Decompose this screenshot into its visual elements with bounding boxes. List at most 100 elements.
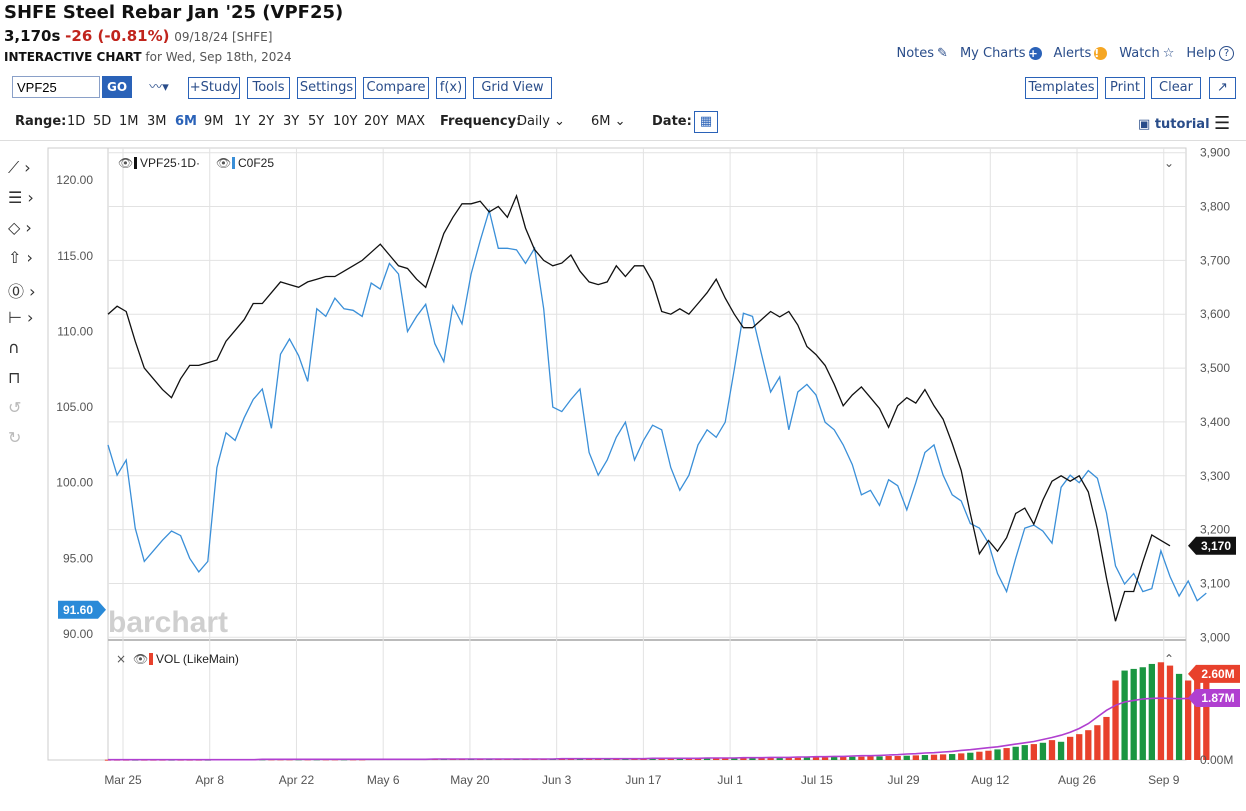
volume-bar [1057,741,1065,760]
frequency-select[interactable]: Daily ⌄ [517,114,565,129]
volume-bar [649,758,656,760]
unlock-icon[interactable]: ⊓ [8,368,21,387]
range-6m[interactable]: 6M [175,114,197,129]
range-20y[interactable]: 20Y [364,114,389,129]
vpf25-swatch [134,157,137,169]
volume-bar [1185,680,1192,760]
x-tick-label: Mar 25 [104,773,142,787]
left-tick-label: 100.00 [56,476,93,490]
x-tick-label: Aug 26 [1058,773,1096,787]
fibonacci-tool-icon[interactable]: ☰ › [8,188,34,207]
c0f25-last-label: 91.60 [63,603,93,617]
range-5d[interactable]: 5D [93,114,112,129]
volume-bar [812,757,820,760]
left-tick-label: 95.00 [63,551,93,565]
volume-bar [676,758,683,760]
question-icon: ? [1219,46,1234,61]
quote-date-exchange: 09/18/24 [SHFE] [174,30,273,44]
x-tick-label: Jul 1 [717,773,743,787]
hamburger-menu-icon[interactable]: ☰ [1214,113,1231,134]
eye-icon: 👁 [133,652,148,666]
range-10y[interactable]: 10Y [333,114,358,129]
range-1y[interactable]: 1Y [234,114,251,129]
trendline-tool-icon[interactable]: ⟋ › [8,158,31,177]
volume-bar [949,754,956,760]
range-2y[interactable]: 2Y [258,114,275,129]
tutorial-label: tutorial [1154,117,1210,132]
chart-subtitle: INTERACTIVE CHART for Wed, Sep 18th, 202… [4,50,292,64]
right-tick-label: 3,400 [1200,415,1230,429]
alerts-link[interactable]: Alerts! [1054,46,1108,61]
compare-button[interactable]: Compare [363,77,429,99]
frequency-label: Frequency: [440,114,522,129]
volume-bar [939,754,947,760]
arrow-tool-icon[interactable]: ⇧ › [8,248,33,267]
popout-button[interactable]: ↗ [1209,77,1236,99]
range-3m[interactable]: 3M [147,114,167,129]
x-tick-label: Jul 29 [888,773,920,787]
range-1d[interactable]: 1D [67,114,86,129]
marker-tool-icon[interactable]: ⓪ › [8,282,36,301]
volume-average-line [108,697,1198,761]
quote-line: 3,170s -26 (-0.81%) 09/18/24 [SHFE] [4,27,272,45]
watch-link[interactable]: Watch ☆ [1119,46,1174,61]
templates-button[interactable]: Templates [1025,77,1098,99]
volume-bar [749,758,756,760]
grid-view-button[interactable]: Grid View [473,77,552,99]
range-bar: Range: 1D 5D 1M 3M 6M 9M 1Y 2Y 3Y 5Y 10Y… [0,110,1246,134]
settings-button[interactable]: Settings [297,77,356,99]
eye-icon: 👁 [216,156,231,170]
volume-bar [785,757,792,760]
subtitle-bold: INTERACTIVE CHART [4,50,142,64]
line-chart-icon: 〰▾ [149,80,169,95]
tutorial-link[interactable]: ▣ tutorial [1138,117,1210,132]
range-9m[interactable]: 9M [204,114,224,129]
volume-bar [994,749,1001,760]
symbol-input[interactable] [12,76,100,98]
period-select[interactable]: 6M ⌄ [591,114,626,129]
right-tick-label: 3,100 [1200,576,1230,590]
plot-frame [47,147,1187,761]
price-chart[interactable]: Mar 25 Apr 8 Apr 22 May 6 May 20 Jun 3 Jun 17 J… [0,144,1246,811]
undo-icon[interactable]: ↺ [8,398,22,417]
eye-icon: 👁 [118,156,133,170]
volume-bar [876,756,883,760]
right-tick-label: 3,300 [1200,469,1230,483]
chevron-down-icon: ⌄ [614,114,626,129]
measure-tool-icon[interactable]: ⊢ › [8,308,34,327]
range-max[interactable]: MAX [396,114,426,129]
top-links: Notes ✎ My Charts + Alerts! Watch ☆ Help? [897,46,1234,61]
redo-icon[interactable]: ↻ [8,428,22,447]
watermark: barchart [108,606,228,639]
chevron-down-icon: ⌄ [554,114,565,129]
my-charts-link[interactable]: My Charts + [960,46,1042,61]
vpf25-line [107,193,1171,622]
notes-link[interactable]: Notes ✎ [897,46,948,61]
magnet-icon[interactable]: ∩ [8,338,20,357]
tools-button[interactable]: Tools [247,77,290,99]
go-button[interactable]: GO [102,76,132,98]
left-tick-label: 90.00 [63,627,93,641]
clear-button[interactable]: Clear [1151,77,1201,99]
shape-tool-icon[interactable]: ◇ › [8,218,32,237]
chart-type-button[interactable]: 〰▾ [138,77,180,99]
volume-bar [1203,673,1210,760]
close-icon: × [116,652,126,666]
toolbar-divider [0,140,1246,141]
range-5y[interactable]: 5Y [308,114,325,129]
range-3y[interactable]: 3Y [283,114,300,129]
help-link[interactable]: Help? [1186,46,1234,61]
volume-bar [885,756,892,760]
page-title: SHFE Steel Rebar Jan '25 (VPF25) [4,2,344,23]
volume-bar [1157,662,1165,760]
volume-bar [1148,663,1155,760]
volume-bar [849,756,856,760]
calendar-button[interactable]: ▦ [694,111,718,133]
study-button[interactable]: +Study [188,77,240,99]
function-button[interactable]: f(x) [436,77,466,99]
range-1m[interactable]: 1M [119,114,139,129]
volume-bar [930,754,938,760]
print-button[interactable]: Print [1105,77,1145,99]
my-charts-label: My Charts [959,46,1026,61]
volume-bar [821,757,829,760]
